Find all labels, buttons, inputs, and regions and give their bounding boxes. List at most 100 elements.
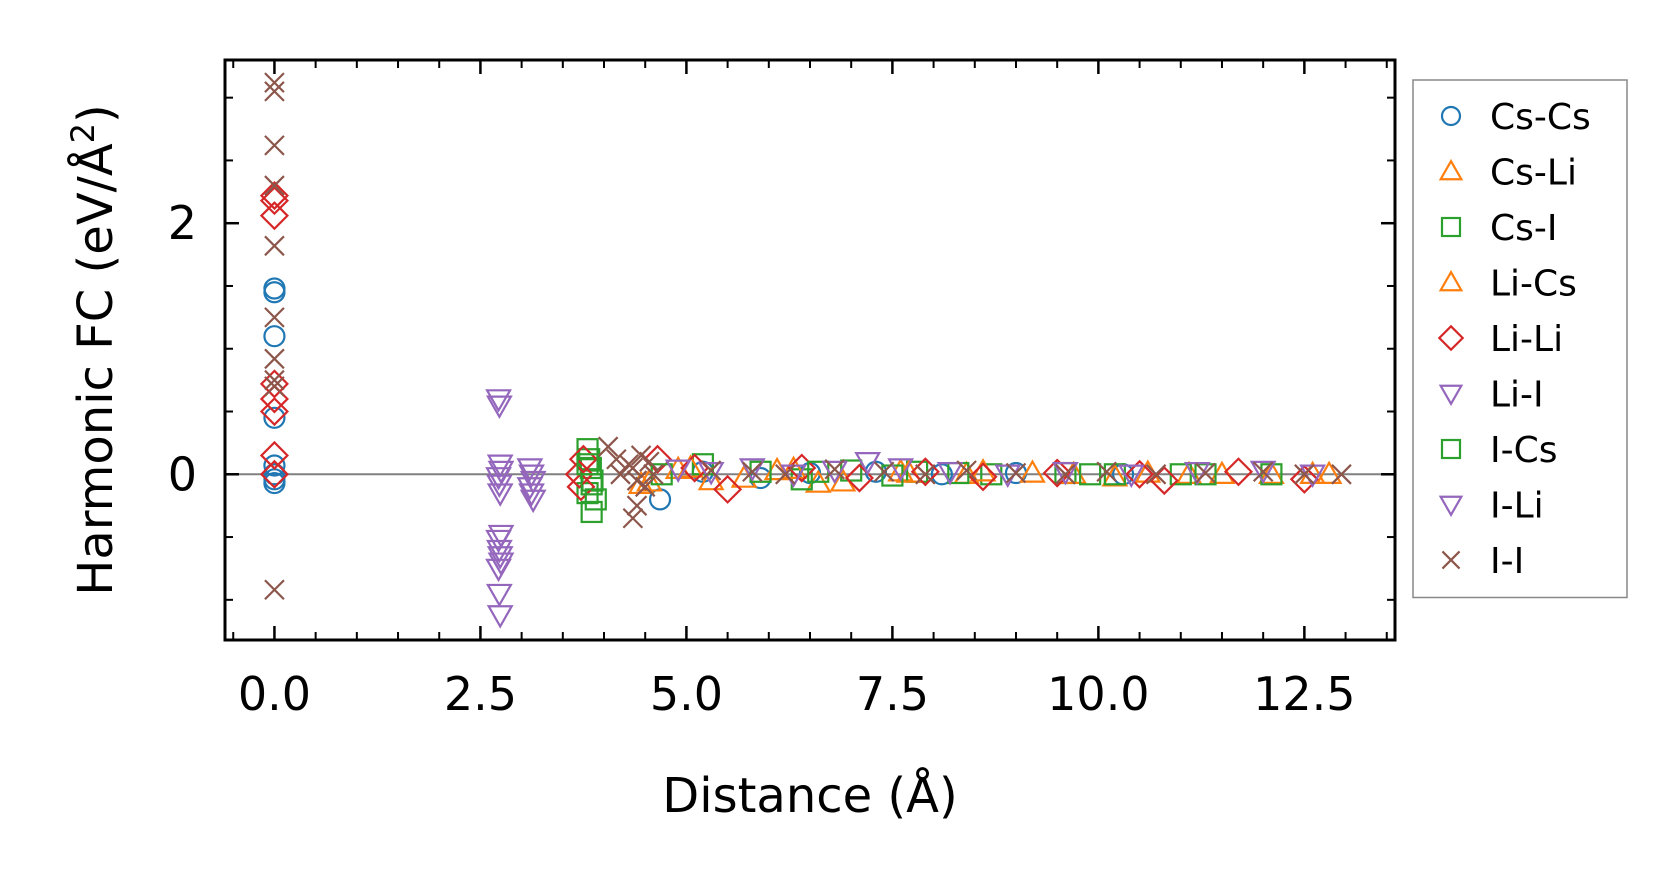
legend-item: Cs-I	[1440, 208, 1558, 249]
data-point	[264, 376, 285, 397]
legend-marker	[1440, 438, 1462, 460]
y-axis-label: Harmonic FC (eV/Å2)	[64, 104, 124, 596]
data-point	[486, 454, 514, 478]
data-point	[580, 500, 603, 524]
data-point	[518, 464, 545, 489]
data-point	[1079, 463, 1102, 486]
data-point	[263, 325, 286, 348]
data-point	[910, 457, 940, 487]
data-point	[643, 464, 664, 485]
data-point	[566, 472, 596, 502]
data-point	[263, 463, 286, 486]
data-point	[1117, 464, 1145, 489]
data-point	[887, 458, 915, 482]
x-tick-label: 0.0	[238, 667, 311, 721]
data-point	[821, 460, 849, 485]
data-point	[486, 546, 514, 570]
legend-marker	[1440, 216, 1462, 238]
data-point	[713, 474, 743, 504]
data-point	[485, 539, 513, 564]
data-point	[650, 463, 673, 486]
data-point	[915, 464, 936, 485]
legend-item: I-I	[1441, 541, 1524, 582]
data-point	[259, 396, 289, 427]
data-point	[639, 451, 660, 473]
data-point	[664, 459, 692, 483]
x-tick-label: 12.5	[1253, 667, 1355, 721]
legend-marker	[1438, 384, 1464, 407]
legend-label: Cs-Li	[1490, 153, 1577, 194]
data-point	[742, 461, 763, 483]
data-point	[697, 466, 725, 491]
data-point	[1249, 460, 1277, 485]
legend-item: Li-I	[1438, 375, 1544, 416]
data-point	[1145, 464, 1167, 485]
data-point	[485, 474, 513, 499]
legend: Cs-Cs Cs-Li Cs-I Li-Cs Li-Li Li-I I-Cs I-Li I-I	[1412, 79, 1628, 599]
data-point	[1194, 463, 1217, 486]
legend-label: Cs-I	[1490, 208, 1558, 249]
x-tick-label: 5.0	[650, 667, 723, 721]
data-point	[1096, 461, 1117, 483]
legend-item: I-Li	[1438, 486, 1544, 527]
data-point	[579, 456, 602, 480]
data-point	[606, 448, 627, 470]
data-point	[564, 459, 594, 489]
data-point	[485, 467, 512, 491]
data-point	[263, 454, 286, 477]
data-point	[749, 460, 772, 483]
data-point	[824, 458, 845, 480]
legend-item: Cs-Li	[1438, 153, 1577, 194]
data-point	[580, 473, 603, 496]
x-tick-label: 10.0	[1047, 667, 1149, 721]
data-point	[263, 406, 286, 429]
data-point	[1052, 462, 1079, 486]
data-point	[626, 470, 648, 491]
data-point	[264, 135, 285, 156]
data-point	[936, 462, 964, 486]
y-axis-label-close: )	[68, 104, 124, 123]
data-point	[610, 464, 631, 485]
data-point	[264, 579, 285, 601]
legend-label: Li-Cs	[1490, 264, 1577, 305]
legend-marker	[1437, 324, 1465, 352]
data-point	[486, 483, 514, 507]
data-point	[597, 436, 619, 457]
data-point	[259, 369, 289, 399]
data-point	[485, 558, 512, 583]
data-point	[1195, 462, 1216, 484]
data-point	[643, 444, 673, 474]
data-point	[700, 460, 722, 481]
data-point	[968, 462, 998, 492]
data-point	[578, 448, 601, 471]
legend-label: I-Cs	[1490, 430, 1558, 471]
data-point	[259, 459, 289, 489]
data-point	[1331, 464, 1352, 485]
data-point	[1005, 462, 1027, 484]
y-tick-label: 2	[168, 196, 197, 250]
data-point	[264, 81, 285, 102]
data-point	[787, 453, 817, 483]
data-point	[584, 488, 607, 511]
data-point	[259, 201, 289, 231]
data-point	[259, 440, 289, 471]
legend-marker	[1438, 158, 1464, 181]
data-point	[486, 605, 514, 629]
data-point	[259, 186, 289, 216]
x-tick-label: 2.5	[444, 667, 517, 721]
data-point	[485, 583, 513, 608]
data-point	[485, 389, 512, 413]
data-point	[518, 483, 545, 507]
y-tick-label: 0	[168, 447, 197, 501]
legend-marker	[1440, 105, 1462, 127]
legend-marker	[1438, 495, 1464, 518]
data-point	[1183, 462, 1211, 486]
data-point	[738, 458, 766, 482]
data-point	[264, 72, 285, 93]
data-point	[854, 452, 882, 476]
data-point	[516, 477, 544, 501]
data-point	[626, 495, 648, 516]
data-point	[264, 175, 285, 196]
data-point	[1055, 464, 1076, 485]
